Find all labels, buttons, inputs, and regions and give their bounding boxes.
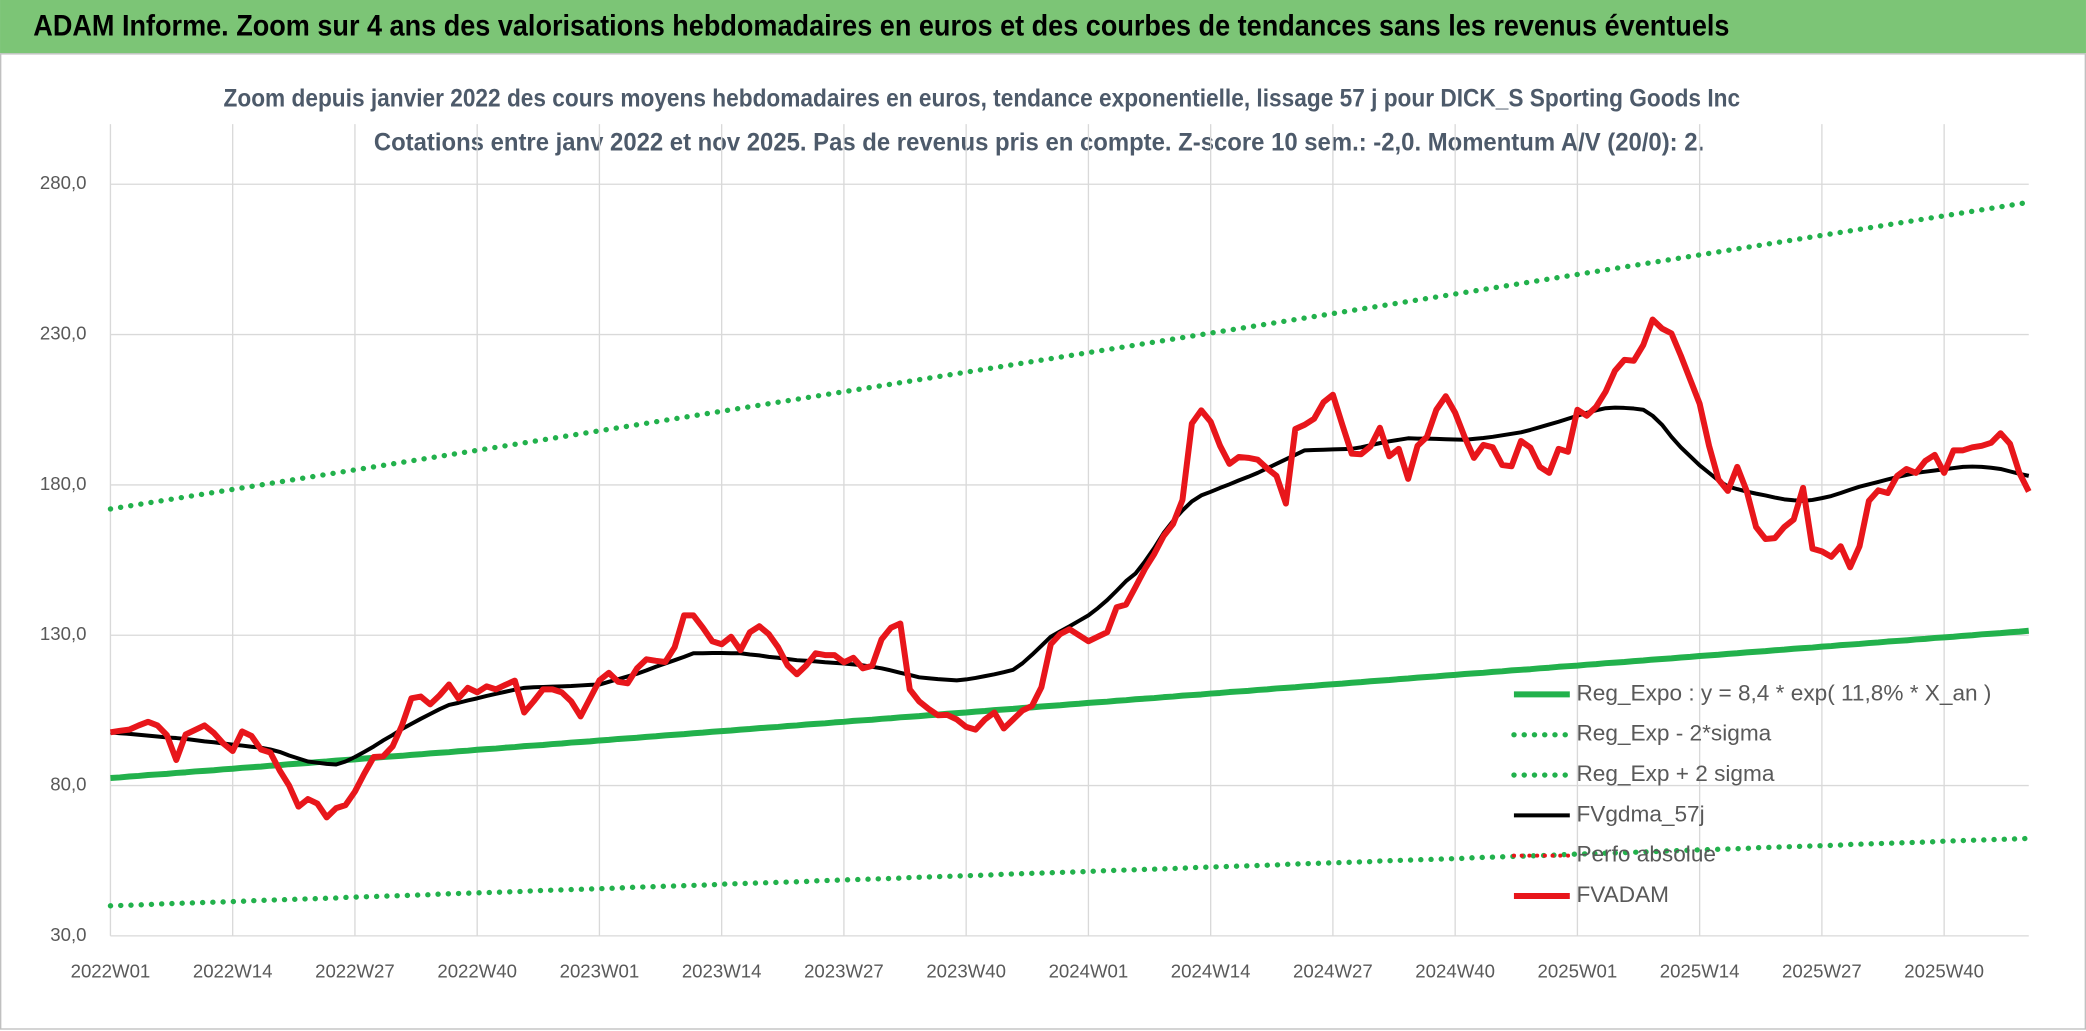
- x-tick-label: 2022W14: [193, 960, 273, 981]
- y-tick-label: 280,0: [40, 172, 87, 193]
- legend-label: Perfo absolue: [1576, 842, 1716, 867]
- series-line: [110, 627, 2030, 782]
- plot: [107, 199, 2032, 909]
- y-tick-label: 130,0: [40, 623, 87, 644]
- legend-label: Reg_Exp + 2 sigma: [1576, 761, 1774, 786]
- series-line: [109, 316, 2032, 821]
- chart-title: Zoom depuis janvier 2022 des cours moyen…: [224, 84, 1741, 112]
- x-tick-label: 2024W14: [1171, 960, 1251, 981]
- x-tick-label: 2022W01: [71, 960, 151, 981]
- x-tick-label: 2025W27: [1782, 960, 1862, 981]
- y-tick-label: 180,0: [40, 473, 87, 494]
- series-line: [107, 199, 2032, 512]
- x-tick-label: 2025W40: [1904, 960, 1984, 981]
- x-tick-label: 2023W27: [804, 960, 884, 981]
- title-bar: [0, 0, 2086, 54]
- x-tick-label: 2022W40: [437, 960, 517, 981]
- legend-label: Reg_Exp - 2*sigma: [1576, 721, 1771, 746]
- chart-subtitle: Cotations entre janv 2022 et nov 2025. P…: [374, 128, 1704, 156]
- legend-label: Reg_Expo : y = 8,4 * exp( 11,8% * X_an ): [1576, 680, 1991, 705]
- legend: Reg_Expo : y = 8,4 * exp( 11,8% * X_an )…: [1511, 680, 1991, 907]
- y-tick-label: 30,0: [50, 924, 86, 945]
- x-tick-label: 2023W14: [682, 960, 762, 981]
- x-tick-label: 2025W14: [1660, 960, 1740, 981]
- chart-frame: [0, 53, 2086, 1030]
- series-line: [107, 835, 2032, 909]
- y-tick-label: 230,0: [40, 322, 87, 343]
- series-line: [110, 405, 2030, 767]
- legend-label: FVgdma_57j: [1576, 801, 1704, 826]
- y-tick-label: 80,0: [50, 773, 86, 794]
- x-tick-label: 2025W01: [1538, 960, 1618, 981]
- x-tick-label: 2022W27: [315, 960, 395, 981]
- x-tick-label: 2024W27: [1293, 960, 1373, 981]
- x-tick-label: 2023W40: [926, 960, 1006, 981]
- legend-label: FVADAM: [1576, 882, 1669, 907]
- x-tick-label: 2024W40: [1415, 960, 1495, 981]
- x-tick-label: 2023W01: [560, 960, 640, 981]
- x-tick-label: 2024W01: [1049, 960, 1129, 981]
- page-title: ADAM Informe. Zoom sur 4 ans des valoris…: [33, 11, 1729, 43]
- grid: 30,0 80,0 130,0 180,0 230,0 280,0 2022W01 2022W…: [40, 124, 2029, 981]
